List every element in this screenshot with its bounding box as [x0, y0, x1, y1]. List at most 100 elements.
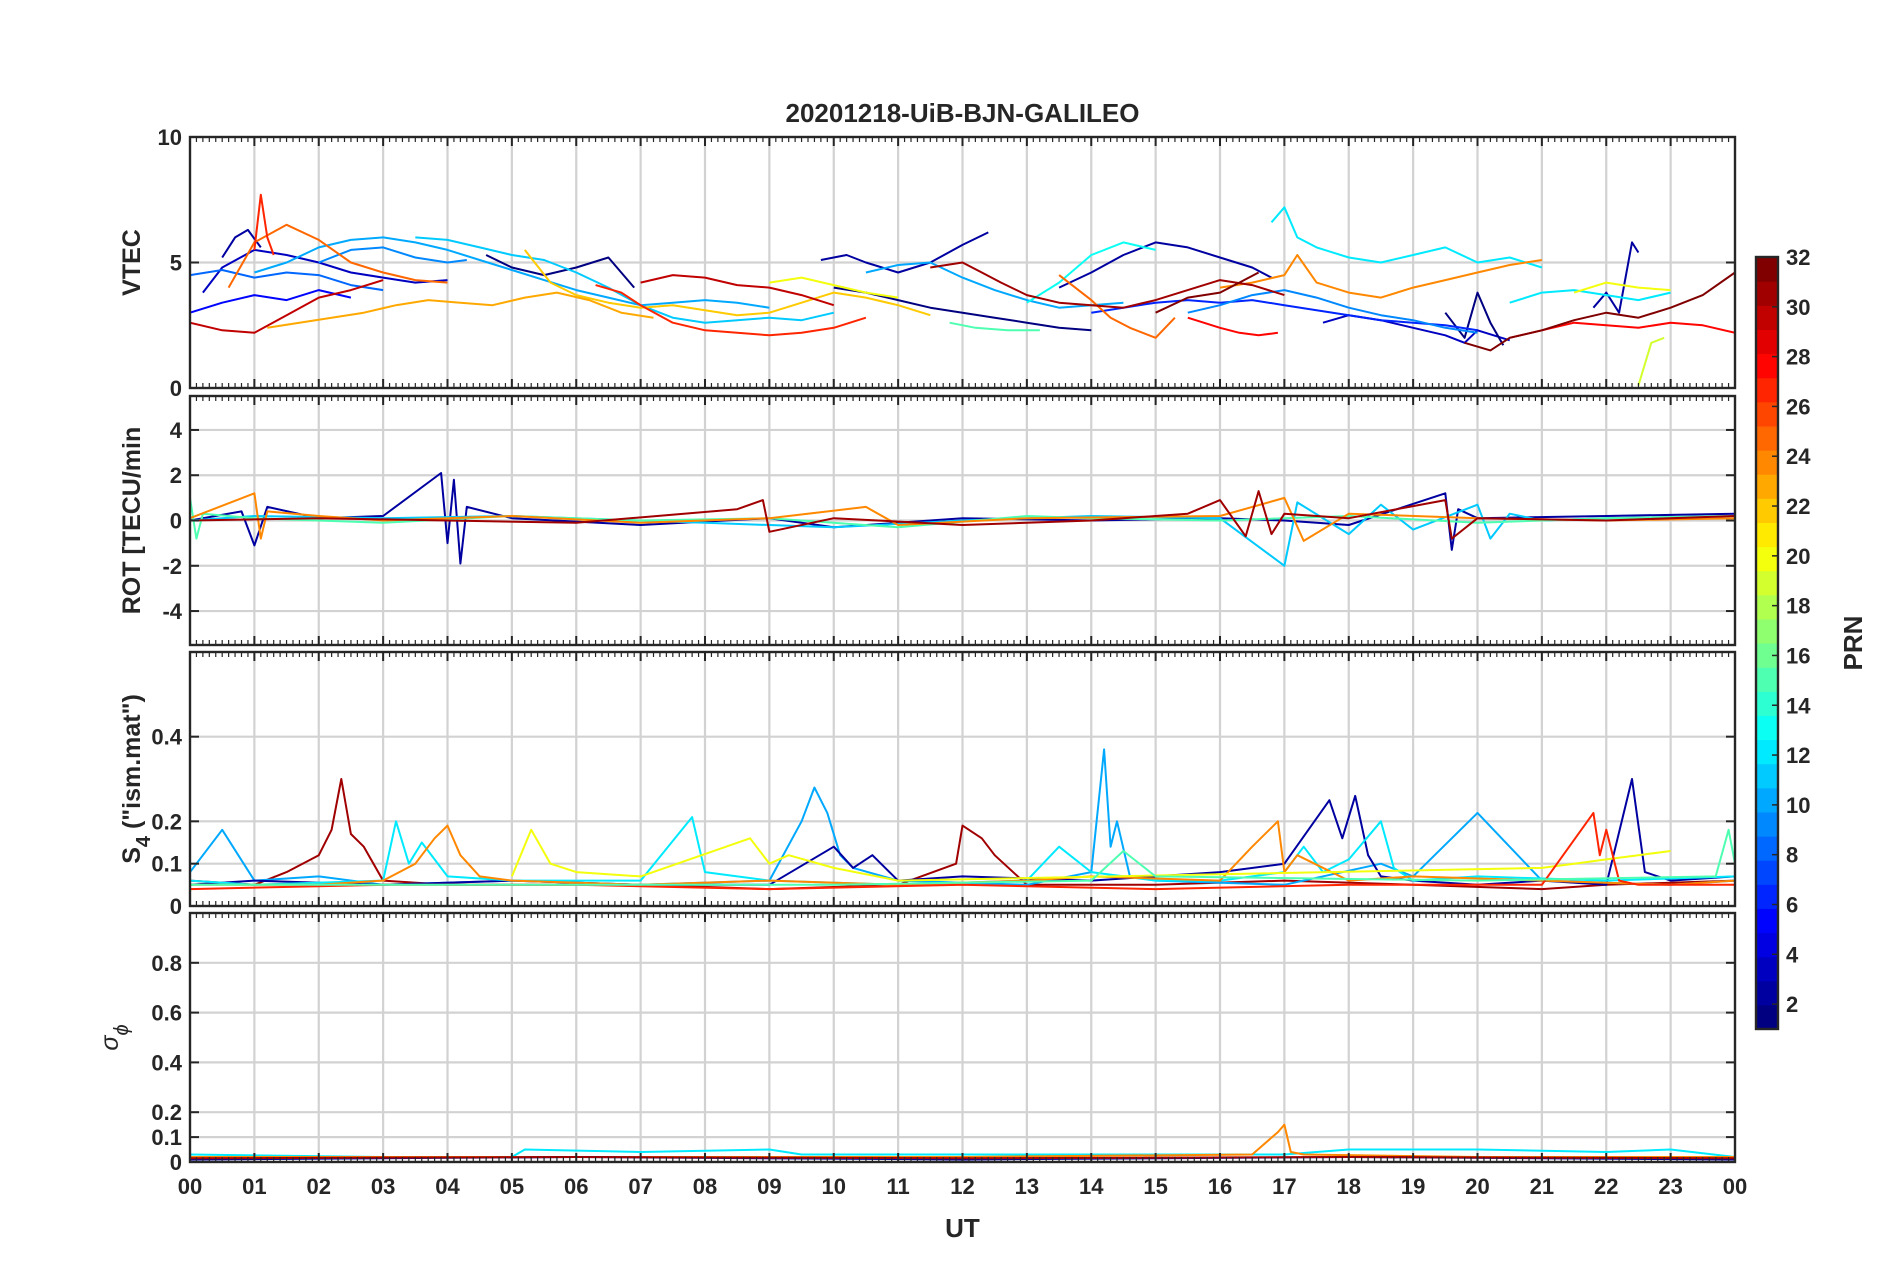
colorbar-segment: [1756, 401, 1778, 427]
x-tick-label: 21: [1530, 1174, 1554, 1199]
colorbar-segment: [1756, 305, 1778, 330]
colorbar-tick-label: 16: [1786, 643, 1810, 668]
series-line-prn-30: [640, 274, 835, 307]
x-axis-label: UT: [945, 1213, 980, 1243]
colorbar-segment: [1756, 377, 1778, 403]
colorbar-segment: [1756, 474, 1778, 499]
colorbar-tick-label: 12: [1786, 743, 1810, 768]
colorbar-segment: [1756, 594, 1778, 620]
x-tick-label: 05: [500, 1174, 524, 1199]
colorbar-segment: [1756, 691, 1778, 716]
y-tick-label: 4: [170, 418, 183, 443]
y-axis-label-subscript: ϕ: [111, 1024, 133, 1035]
x-tick-label: 11: [886, 1174, 909, 1199]
y-tick-label: 0.8: [151, 951, 182, 976]
y-axis-label: VTEC: [118, 229, 146, 296]
x-tick-label: 15: [1143, 1174, 1167, 1199]
series-line-prn-10: [865, 261, 1124, 309]
series-line-prn-12: [1270, 206, 1543, 269]
colorbar-segment: [1756, 884, 1778, 909]
colorbar-segment: [1756, 715, 1778, 741]
colorbar-tick-label: 26: [1786, 394, 1810, 419]
x-tick-label: 04: [435, 1174, 460, 1199]
y-axis-label: S4 ("ism.mat"): [118, 694, 155, 864]
series-line-prn-10: [254, 236, 770, 309]
colorbar-tick-label: 20: [1786, 544, 1810, 569]
series-line-prn-20: [769, 276, 899, 299]
y-tick-label: 0.4: [151, 725, 182, 750]
x-tick-label: 22: [1594, 1174, 1618, 1199]
colorbar-segment: [1756, 787, 1778, 813]
x-tick-label: 20: [1465, 1174, 1489, 1199]
gridlines: [190, 913, 1735, 1162]
axis-ticks: [189, 652, 1736, 907]
x-tick-label: 06: [564, 1174, 588, 1199]
x-tick-label: 02: [307, 1174, 331, 1199]
x-tick-label: 07: [628, 1174, 652, 1199]
x-tick-label: 01: [242, 1174, 266, 1199]
colorbar-label: PRN: [1838, 616, 1868, 671]
x-tick-label: 23: [1658, 1174, 1682, 1199]
y-tick-label: 2: [170, 463, 182, 488]
colorbar-frame: [1754, 255, 1780, 1031]
series-line-prn-15: [190, 497, 1735, 540]
series-line-prn-24: [190, 492, 1735, 542]
series-line-prn-12: [1509, 289, 1671, 304]
series-line-prn-5: [190, 289, 352, 314]
colorbar-segment: [1756, 643, 1778, 668]
colorbar-segment: [1756, 811, 1778, 837]
colorbar-tick-label: 22: [1786, 494, 1810, 519]
y-axis-label: σϕ: [96, 1024, 133, 1050]
colorbar-segment: [1756, 836, 1778, 861]
y-tick-label: -2: [162, 554, 182, 579]
series-line-prn-22: [524, 249, 931, 317]
colorbar-segment: [1756, 739, 1778, 765]
series-line-prn-1: [485, 254, 635, 289]
series-line-prn-28: [1187, 316, 1279, 337]
series-line-prn-12: [190, 1148, 1735, 1158]
series-line-prn-31: [930, 261, 1285, 309]
series-line-prn-9: [1187, 289, 1478, 334]
colorbar-tick-label: 24: [1786, 444, 1811, 469]
colorbar-segment: [1756, 667, 1778, 692]
series-group: [190, 472, 1735, 567]
y-tick-label: 0: [170, 509, 182, 534]
colorbar-tick-label: 28: [1786, 345, 1810, 370]
series-line-prn-32: [1155, 271, 1260, 314]
y-tick-label: 0.1: [151, 852, 182, 877]
colorbar-tick-label: 10: [1786, 793, 1810, 818]
x-tick-label: 14: [1079, 1174, 1104, 1199]
x-tick-label: 19: [1401, 1174, 1425, 1199]
colorbar-segment: [1756, 257, 1778, 282]
series-line-prn-8: [190, 269, 384, 292]
series-line-prn-20: [1573, 281, 1671, 294]
x-tick-label: 16: [1208, 1174, 1232, 1199]
y-tick-label: 0.6: [151, 1001, 182, 1026]
colorbar-segment: [1756, 450, 1778, 475]
x-tick-label: 12: [950, 1174, 974, 1199]
series-line-prn-2: [221, 228, 262, 259]
y-axis-label-tail: ("ism.mat"): [118, 694, 146, 836]
colorbar-segment: [1756, 353, 1778, 379]
series-line-prn-13: [1026, 241, 1156, 304]
y-tick-label: 0.4: [151, 1050, 182, 1075]
colorbar-tick-label: 14: [1786, 693, 1811, 718]
colorbar-segment: [1756, 329, 1778, 355]
panel-4: 00.10.2 0.4 0.6 0.8 σϕ 00 01 02 03 04 05 06 07 08 09 10…: [96, 911, 1747, 1199]
colorbar-tick-label: 2: [1786, 992, 1798, 1017]
colorbar-tick-label: 30: [1786, 295, 1810, 320]
series-line-prn-1: [1444, 291, 1505, 346]
x-tick-label: 09: [757, 1174, 781, 1199]
axis-ticks: [189, 396, 1736, 645]
series-line-prn-30: [190, 279, 384, 334]
series-line-prn-27: [595, 284, 867, 337]
colorbar-segment: [1756, 522, 1778, 548]
figure-title: 20201218-UiB-BJN-GALILEO: [786, 98, 1140, 128]
gridlines: [190, 652, 1735, 906]
colorbar-segment: [1756, 498, 1778, 523]
x-tick-label: 08: [693, 1174, 717, 1199]
y-axis-label-main: ROT [TECU/min: [118, 427, 146, 615]
